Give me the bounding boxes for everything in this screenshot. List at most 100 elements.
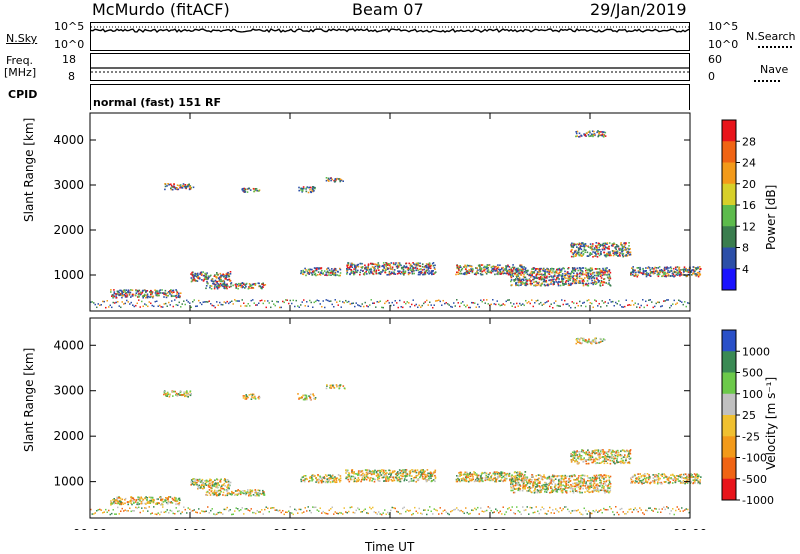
- echo-cell: [657, 301, 659, 303]
- echo-cell: [594, 487, 596, 489]
- echo-cell: [418, 473, 420, 475]
- echo-cell: [173, 496, 176, 499]
- echo-cell: [645, 300, 647, 303]
- echo-cell: [603, 453, 606, 455]
- echo-cell: [598, 132, 600, 134]
- echo-cell: [526, 483, 528, 486]
- echo-cell: [654, 305, 656, 308]
- echo-cell: [263, 493, 266, 495]
- echo-cell: [571, 252, 574, 254]
- echo-cell: [395, 262, 397, 264]
- echo-cell: [423, 302, 425, 305]
- echo-cell: [276, 300, 278, 303]
- echo-cell: [670, 474, 672, 476]
- echo-cell: [339, 178, 342, 180]
- echo-cell: [465, 273, 468, 276]
- echo-cell: [140, 496, 142, 499]
- echo-cell: [354, 267, 357, 270]
- echo-cell: [594, 449, 596, 452]
- echo-cell: [133, 501, 135, 504]
- echo-cell: [201, 484, 204, 486]
- echo-cell: [606, 270, 608, 273]
- echo-cell: [554, 275, 556, 277]
- echo-cell: [231, 491, 233, 494]
- echo-cell: [698, 272, 701, 275]
- echo-cell: [243, 302, 245, 305]
- echo-cell: [376, 300, 378, 303]
- echo-cell: [239, 492, 242, 494]
- echo-cell: [583, 247, 586, 249]
- echo-cell: [226, 287, 228, 290]
- echo-cell: [353, 480, 356, 482]
- echo-cell: [382, 264, 384, 267]
- echo-cell: [526, 490, 529, 493]
- echo-cell: [534, 269, 537, 272]
- echo-cell: [267, 300, 269, 302]
- echo-cell: [522, 268, 524, 270]
- echo-cell: [332, 271, 334, 273]
- echo-cell: [511, 284, 513, 286]
- echo-cell: [368, 469, 370, 471]
- echo-cell: [208, 275, 211, 277]
- echo-cell: [697, 274, 699, 276]
- echo-cell: [188, 188, 191, 191]
- echo-cell: [522, 269, 524, 271]
- echo-cell: [363, 273, 366, 275]
- echo-cell: [634, 302, 636, 304]
- echo-cell: [364, 272, 366, 274]
- echo-cell: [388, 478, 390, 480]
- echo-cell: [317, 481, 320, 484]
- echo-cell: [313, 270, 315, 272]
- echo-cell: [543, 280, 545, 282]
- echo-cell: [586, 255, 589, 257]
- echo-cell: [598, 271, 601, 274]
- echo-cell: [594, 268, 597, 270]
- echo-cell: [169, 304, 171, 306]
- echo-cell: [196, 305, 198, 307]
- echo-cell: [576, 275, 578, 278]
- echo-cell: [190, 273, 192, 275]
- echo-cell: [617, 453, 619, 456]
- echo-cell: [431, 262, 434, 265]
- echo-cell: [396, 472, 398, 474]
- echo-cell: [546, 275, 548, 278]
- echo-cell: [461, 478, 464, 481]
- echo-cell: [404, 469, 407, 471]
- echo-cell: [682, 482, 685, 484]
- echo-cell: [498, 474, 501, 477]
- echo-cell: [545, 276, 547, 279]
- echo-cell: [397, 477, 399, 479]
- echo-cell: [320, 272, 323, 274]
- echo-cell: [662, 271, 665, 273]
- echo-cell: [537, 283, 540, 286]
- echo-cell: [460, 302, 462, 304]
- echo-cell: [189, 302, 191, 304]
- echo-cell: [552, 474, 554, 476]
- echo-cell: [594, 299, 596, 301]
- echo-cell: [334, 476, 336, 478]
- echo-cell: [417, 273, 420, 276]
- echo-cell: [589, 131, 591, 134]
- echo-cell: [144, 497, 147, 500]
- echo-cell: [490, 266, 493, 269]
- echo-cell: [110, 500, 112, 502]
- echo-cell: [655, 270, 657, 272]
- echo-cell: [697, 275, 700, 278]
- echo-cell: [430, 272, 433, 274]
- echo-cell: [661, 275, 663, 278]
- freq-tick-high: 18: [62, 53, 76, 66]
- echo-cell: [677, 271, 680, 273]
- echo-cell: [516, 284, 518, 286]
- echo-cell: [557, 268, 559, 270]
- echo-cell: [584, 485, 586, 487]
- echo-cell: [417, 262, 419, 264]
- echo-cell: [603, 462, 606, 465]
- echo-cell: [510, 276, 513, 279]
- echo-cell: [157, 305, 159, 307]
- echo-cell: [196, 274, 199, 276]
- echo-cell: [606, 271, 609, 274]
- echo-cell: [420, 474, 422, 476]
- echo-cell: [434, 268, 436, 270]
- echo-cell: [301, 189, 304, 191]
- echo-cell: [462, 477, 465, 479]
